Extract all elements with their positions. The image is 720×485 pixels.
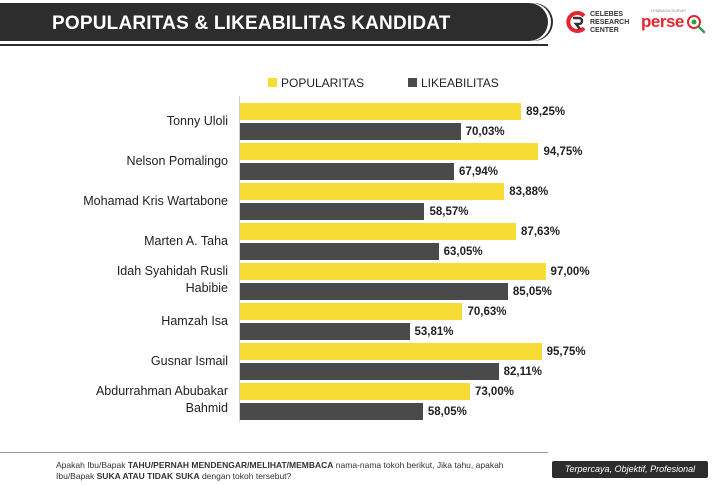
persepsi-logo-text: perse [641, 12, 684, 31]
category-label: Mohamad Kris Wartabone [83, 194, 228, 208]
celebes-research-center-logo: CELEBES RESEARCH CENTER [564, 10, 634, 38]
legend-label-popularitas: POPULARITAS [281, 76, 365, 90]
bar-popularitas [240, 103, 522, 120]
data-label-popularitas: 73,00% [474, 386, 514, 398]
legend-swatch-popularitas [268, 78, 277, 87]
bar-popularitas [240, 183, 505, 200]
bar-likeabilitas [240, 243, 439, 260]
category-axis-line [239, 96, 240, 422]
data-label-popularitas: 89,25% [526, 106, 566, 118]
category-label: Hamzah Isa [161, 314, 228, 328]
footer-divider [0, 452, 548, 453]
note-segment: dengan tokoh tersebut? [199, 471, 292, 481]
bar-likeabilitas [240, 403, 423, 420]
bar-popularitas [240, 303, 463, 320]
category-label: Gusnar Ismail [150, 354, 228, 368]
bar-likeabilitas [240, 163, 454, 180]
bar-popularitas [240, 223, 517, 240]
survey-question-note: Apakah Ibu/Bapak TAHU/PERNAH MENDENGAR/M… [56, 460, 536, 482]
data-label-popularitas: 70,63% [467, 306, 507, 318]
note-segment: nama-nama tokoh berikut, Jika tahu, apak… [56, 460, 504, 481]
persepsi-logo-small-text: LEMBAGA SURVEI [651, 8, 687, 13]
crc-line-2: RESEARCH [590, 19, 630, 26]
bar-likeabilitas [240, 123, 461, 140]
page-title: POPULARITAS & LIKEABILITAS KANDIDAT [52, 13, 451, 34]
bar-likeabilitas [240, 203, 425, 220]
data-label-likeabilitas: 58,05% [427, 406, 467, 418]
data-label-likeabilitas: 70,03% [465, 126, 505, 138]
legend-label-likeabilitas: LIKEABILITAS [421, 76, 499, 90]
legend-swatch-likeabilitas [408, 78, 417, 87]
bar-likeabilitas [240, 283, 508, 300]
note-segment: Apakah Ibu/Bapak [56, 460, 128, 470]
data-label-likeabilitas: 63,05% [443, 246, 483, 258]
category-label: Tonny Uloli [166, 114, 228, 128]
tagline-box: Terpercaya, Objektif, Profesional [552, 461, 708, 478]
data-label-likeabilitas: 58,57% [429, 206, 469, 218]
bar-popularitas [240, 383, 470, 400]
data-label-popularitas: 94,75% [543, 146, 583, 158]
crc-line-3: CENTER [590, 27, 619, 34]
bar-likeabilitas [240, 323, 410, 340]
data-label-likeabilitas: 67,94% [459, 166, 499, 178]
note-segment: SUKA ATAU TIDAK SUKA [96, 471, 200, 481]
legend-item-likeabilitas: LIKEABILITAS [408, 76, 499, 90]
category-label: Abdurrahman Abubakar Bahmid [95, 384, 228, 415]
category-label: Marten A. Taha [144, 234, 228, 248]
data-label-likeabilitas: 82,11% [503, 366, 543, 378]
data-label-popularitas: 97,00% [550, 266, 590, 278]
crc-line-1: CELEBES [590, 11, 624, 18]
data-label-popularitas: 95,75% [546, 346, 586, 358]
note-segment: TAHU/PERNAH MENDENGAR/MELIHAT/MEMBACA [127, 460, 334, 470]
header-divider [0, 44, 548, 46]
data-label-popularitas: 87,63% [521, 226, 561, 238]
data-label-likeabilitas: 53,81% [414, 326, 454, 338]
crc-logo-text: CELEBES RESEARCH CENTER [590, 11, 629, 35]
data-label-likeabilitas: 85,05% [512, 286, 552, 298]
magnifier-icon [687, 15, 706, 34]
persepsi-logo: LEMBAGA SURVEI perse [641, 8, 711, 38]
category-label: Nelson Pomalingo [126, 154, 228, 168]
bar-popularitas [240, 343, 542, 360]
header: POPULARITAS & LIKEABILITAS KANDIDAT CELE… [0, 0, 720, 46]
data-label-popularitas: 83,88% [509, 186, 549, 198]
legend-item-popularitas: POPULARITAS [268, 76, 364, 90]
category-label: Idah Syahidah Rusli Habibie [116, 264, 228, 295]
crc-logo-icon [566, 11, 586, 33]
title-bar: POPULARITAS & LIKEABILITAS KANDIDAT [0, 3, 548, 41]
bar-likeabilitas [240, 363, 499, 380]
bar-popularitas [240, 143, 539, 160]
bar-chart: POPULARITAS LIKEABILITAS Tonny Uloli 89,25… [0, 60, 720, 430]
bar-popularitas [240, 263, 546, 280]
tagline: Terpercaya, Objektif, Profesional [564, 464, 696, 474]
